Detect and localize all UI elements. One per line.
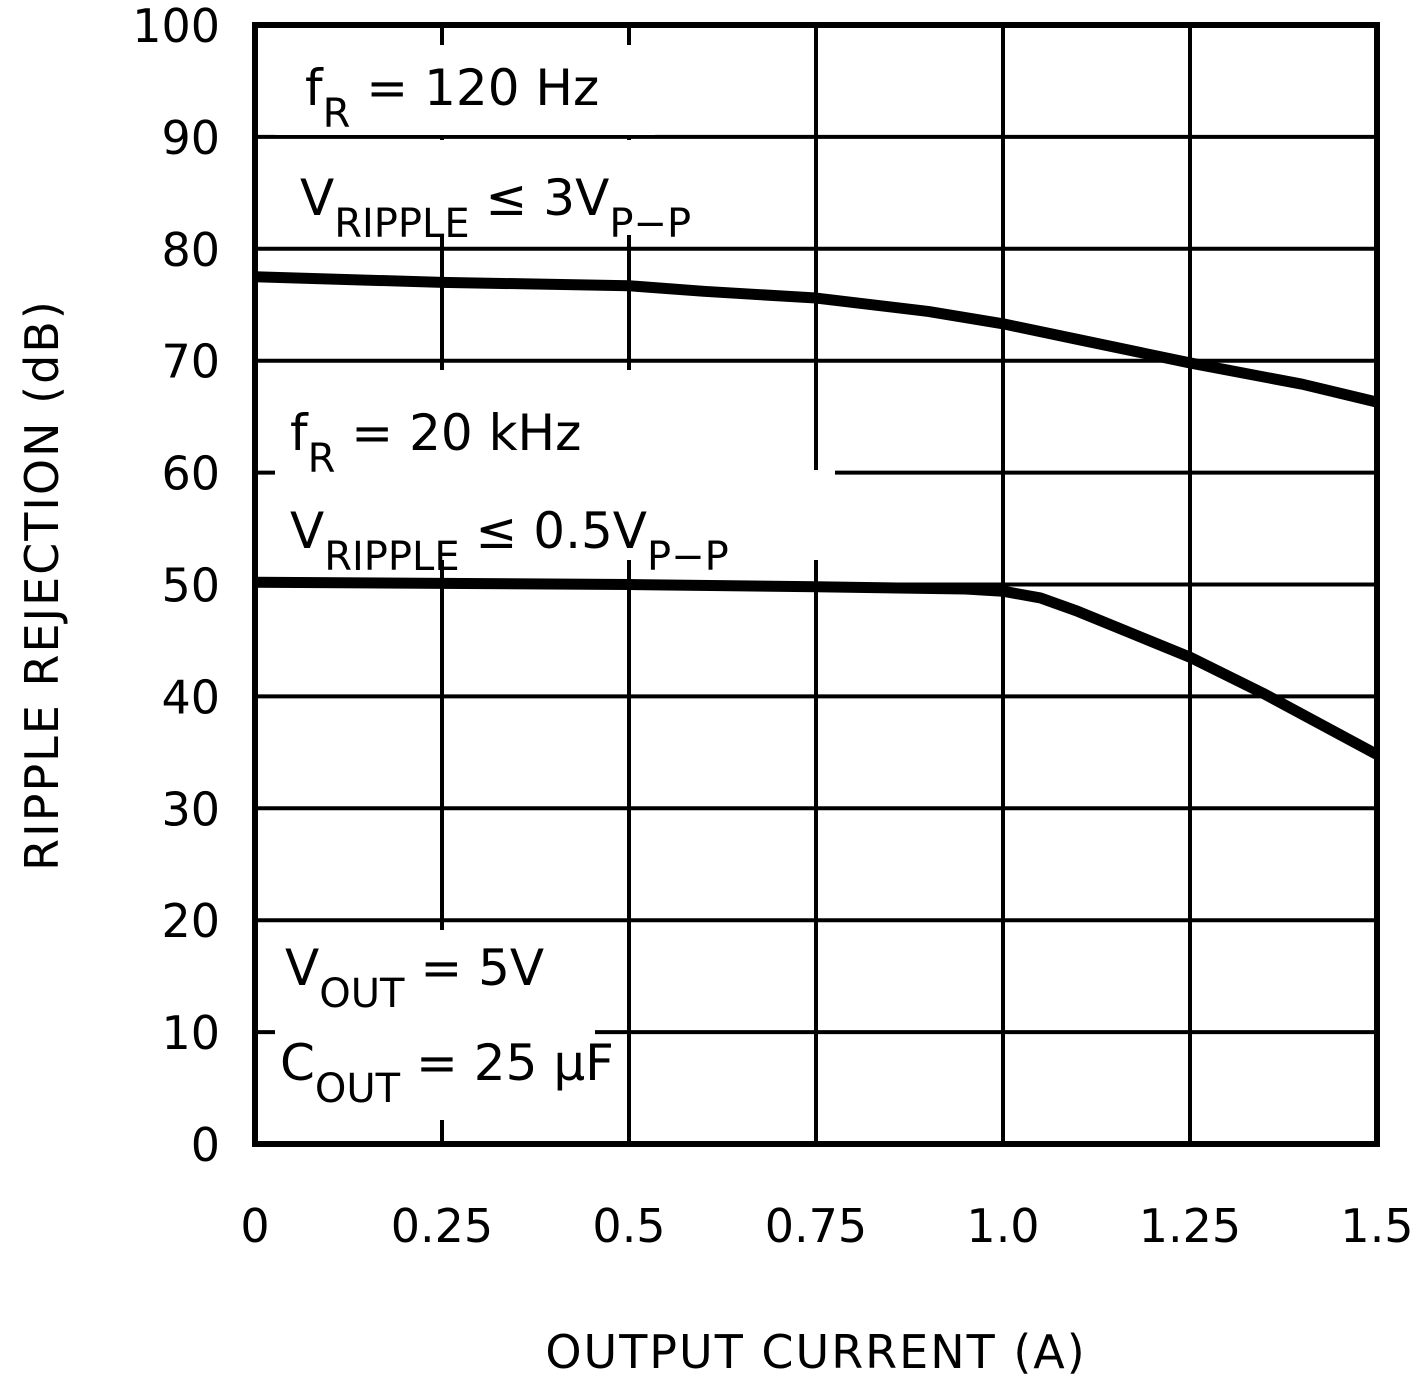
- series-group: [254, 271, 1380, 760]
- annotation-text: V: [290, 502, 324, 560]
- annotation-text: R: [323, 91, 351, 137]
- annotation-text: f: [305, 59, 324, 117]
- annotation-mask: [275, 140, 775, 235]
- annotation-line: VRIPPLE ≤ 3VP−P: [300, 169, 691, 247]
- y-tick-label: 0: [191, 1118, 220, 1172]
- y-tick-label: 80: [161, 223, 220, 277]
- y-tick-label: 100: [132, 0, 220, 53]
- annotation-backgrounds: [275, 45, 835, 1120]
- annotation-text: = 120 Hz: [350, 59, 599, 117]
- annotation-line: fR = 120 Hz: [305, 59, 599, 137]
- annotation-text: = 5V: [404, 939, 544, 997]
- plot-frame: [252, 22, 1380, 1147]
- y-tick-label: 90: [161, 111, 220, 165]
- annotation-mask: [275, 930, 595, 1120]
- x-tick-label: 0.75: [765, 1199, 867, 1253]
- annotation-mask: [275, 45, 655, 135]
- annotation-text: OUT: [319, 971, 405, 1017]
- annotation-text: ≤ 0.5V: [460, 502, 647, 560]
- x-tick-label: 1.0: [966, 1199, 1039, 1253]
- annotation-text: C: [280, 1034, 315, 1092]
- annotation-text: P−P: [609, 201, 691, 247]
- y-tick-label: 50: [161, 559, 220, 613]
- annotation-text: = 25 μF: [400, 1034, 614, 1092]
- annotation-line: VOUT = 5V: [285, 939, 544, 1017]
- annotation-text: V: [285, 939, 319, 997]
- x-tick-label: 0.25: [391, 1199, 493, 1253]
- y-tick-label: 40: [161, 670, 220, 724]
- tick-labels: 0 0.25 0.5 0.75 1.0 1.25 1.5 0 10 20 30 40 50 60 70 80 9…: [132, 0, 1413, 1253]
- y-tick-label: 10: [161, 1006, 220, 1060]
- y-tick-label: 70: [161, 335, 220, 389]
- annotation-mask: [275, 370, 635, 470]
- annotation-text: RIPPLE: [334, 201, 469, 247]
- x-tick-label: 0.5: [592, 1199, 665, 1253]
- annotation-mask: [275, 470, 835, 560]
- annotation-text: V: [300, 169, 334, 227]
- y-axis-label: RIPPLE REJECTION (dB): [15, 299, 69, 871]
- annotation-text: ≤ 3V: [470, 169, 610, 227]
- annotation-text: RIPPLE: [324, 534, 459, 580]
- y-tick-label: 30: [161, 782, 220, 836]
- series-line-1: [254, 576, 1380, 760]
- annotation-text: R: [308, 436, 336, 482]
- x-tick-label: 1.25: [1139, 1199, 1241, 1253]
- annotation-line: fR = 20 kHz: [290, 404, 581, 482]
- annotation-text: = 20 kHz: [335, 404, 581, 462]
- y-tick-label: 60: [161, 447, 220, 501]
- annotation-line: VRIPPLE ≤ 0.5VP−P: [290, 502, 729, 580]
- series-line-0: [254, 271, 1379, 408]
- annotation-text: OUT: [315, 1066, 401, 1112]
- annotation-text: f: [290, 404, 309, 462]
- x-axis-label: OUTPUT CURRENT (A): [545, 1325, 1086, 1376]
- annotation-text: P−P: [647, 534, 729, 580]
- x-tick-label: 1.5: [1340, 1199, 1413, 1253]
- x-tick-label: 0: [240, 1199, 269, 1253]
- y-tick-label: 20: [161, 894, 220, 948]
- annotation-line: COUT = 25 μF: [280, 1034, 614, 1112]
